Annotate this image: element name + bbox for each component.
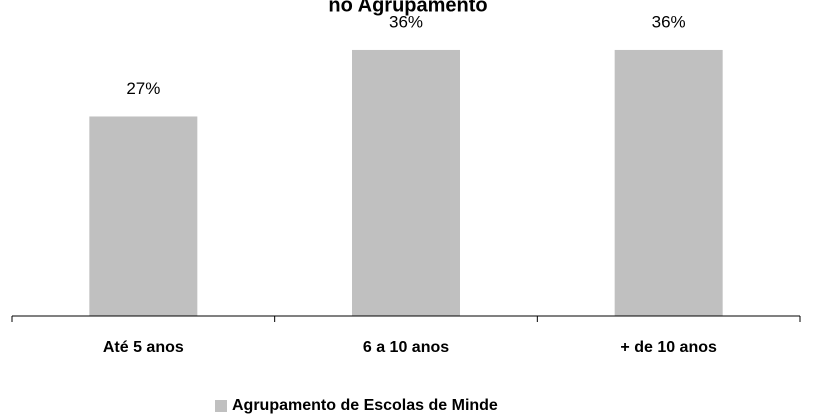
bar	[352, 49, 460, 317]
bar	[614, 49, 723, 317]
legend-swatch	[215, 400, 227, 412]
x-tick-label: Até 5 anos	[103, 339, 184, 356]
bar	[89, 116, 198, 316]
x-tick-label: 6 a 10 anos	[363, 339, 449, 356]
data-label: 36%	[652, 12, 686, 31]
data-label: 36%	[389, 12, 423, 31]
legend-label: Agrupamento de Escolas de Minde	[232, 397, 498, 414]
chart-title: no Agrupamento	[328, 0, 487, 16]
data-label: 27%	[126, 79, 160, 98]
x-tick-label: + de 10 anos	[620, 339, 717, 356]
